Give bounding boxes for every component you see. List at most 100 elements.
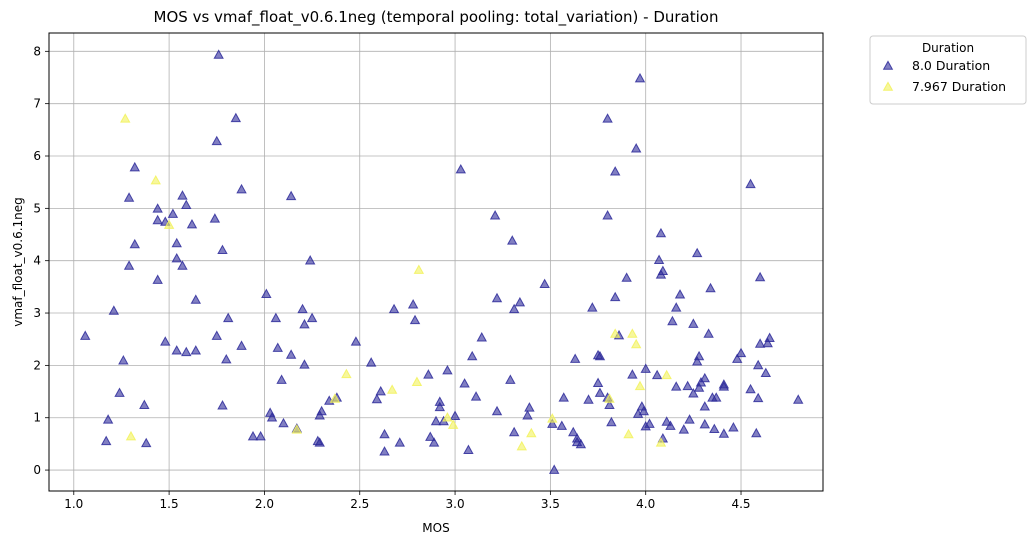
data-point xyxy=(100,435,112,446)
x-tick-label: 4.0 xyxy=(636,497,655,511)
data-point xyxy=(442,364,453,375)
data-point xyxy=(678,424,690,434)
data-point xyxy=(171,252,182,263)
x-axis-label: MOS xyxy=(422,521,449,535)
data-point xyxy=(171,237,182,248)
data-point xyxy=(587,302,598,312)
data-point xyxy=(688,318,699,328)
data-point xyxy=(304,255,316,265)
data-point xyxy=(463,444,474,454)
data-point xyxy=(371,393,383,404)
data-point xyxy=(569,353,581,363)
data-point xyxy=(735,347,747,358)
data-point xyxy=(329,393,341,403)
data-point xyxy=(754,338,766,348)
legend-title: Duration xyxy=(922,41,974,55)
data-point xyxy=(526,427,537,438)
data-point xyxy=(409,314,421,325)
data-point xyxy=(428,437,440,447)
data-point xyxy=(571,433,583,443)
data-point xyxy=(661,369,672,380)
data-point xyxy=(653,254,665,264)
y-tick-label: 0 xyxy=(33,463,41,477)
data-point xyxy=(297,303,308,314)
y-tick-label: 5 xyxy=(33,201,41,215)
data-point xyxy=(379,428,390,439)
data-point xyxy=(118,355,129,365)
data-point xyxy=(630,338,642,349)
data-point xyxy=(102,414,114,424)
data-point xyxy=(386,384,398,394)
series-1 xyxy=(80,49,804,474)
data-point xyxy=(634,72,646,83)
data-point xyxy=(236,340,247,350)
data-point xyxy=(638,405,650,416)
x-tick-label: 2.5 xyxy=(350,497,369,511)
data-point xyxy=(792,394,804,404)
data-point xyxy=(467,350,478,361)
data-point xyxy=(516,440,528,451)
x-tick-label: 1.5 xyxy=(160,497,179,511)
data-point xyxy=(217,400,228,410)
x-tick-label: 1.0 xyxy=(64,497,83,511)
legend: Duration 8.0 Duration 7.967 Duration xyxy=(869,35,1027,105)
data-point xyxy=(547,413,558,423)
data-point xyxy=(299,359,310,369)
data-point xyxy=(606,416,617,427)
legend-box xyxy=(869,35,1027,105)
data-point xyxy=(160,336,171,346)
data-point xyxy=(394,437,405,447)
data-point xyxy=(375,385,386,396)
data-point xyxy=(316,405,327,416)
data-point xyxy=(80,330,91,340)
data-point xyxy=(627,328,638,338)
y-tick-label: 4 xyxy=(33,254,41,268)
data-point xyxy=(514,296,526,307)
data-point xyxy=(150,174,161,185)
data-point xyxy=(411,376,423,386)
x-axis-ticks: 1.0 1.5 2.0 2.5 3.0 3.5 4.0 4.5 xyxy=(64,491,751,511)
data-point xyxy=(752,392,764,403)
data-point xyxy=(575,438,587,449)
data-point xyxy=(261,288,272,299)
data-point xyxy=(413,264,425,274)
x-tick-label: 3.0 xyxy=(446,497,465,511)
data-point xyxy=(489,210,501,220)
data-point xyxy=(670,381,682,391)
data-point xyxy=(213,49,224,59)
data-point xyxy=(505,374,516,384)
data-point xyxy=(171,345,182,355)
data-point xyxy=(221,353,232,364)
data-point xyxy=(255,430,266,441)
data-point xyxy=(594,387,606,397)
series-2 xyxy=(120,113,672,451)
x-tick-label: 4.5 xyxy=(731,497,750,511)
x-tick-label: 3.5 xyxy=(541,497,560,511)
data-point xyxy=(236,183,247,194)
data-point xyxy=(430,415,442,426)
data-point xyxy=(407,299,419,309)
data-point xyxy=(163,219,175,229)
data-point xyxy=(129,238,141,249)
data-point xyxy=(651,369,663,380)
data-point xyxy=(745,178,756,189)
data-point xyxy=(657,265,669,275)
y-tick-label: 6 xyxy=(33,149,41,163)
data-point xyxy=(609,328,621,338)
data-point xyxy=(640,363,651,373)
legend-label: 8.0 Duration xyxy=(912,58,990,73)
data-point xyxy=(120,113,131,123)
y-tick-label: 2 xyxy=(33,358,41,372)
data-point xyxy=(167,208,179,218)
data-point xyxy=(299,318,310,329)
data-point xyxy=(181,199,192,210)
data-point xyxy=(602,210,613,220)
data-point xyxy=(718,428,730,438)
data-point xyxy=(762,337,773,348)
data-point xyxy=(190,294,202,304)
y-tick-label: 8 xyxy=(33,44,41,58)
data-point xyxy=(129,161,141,172)
data-point xyxy=(108,305,120,315)
data-point xyxy=(425,431,436,441)
y-axis-label: vmaf_float_v0.6.1neg xyxy=(11,197,25,327)
